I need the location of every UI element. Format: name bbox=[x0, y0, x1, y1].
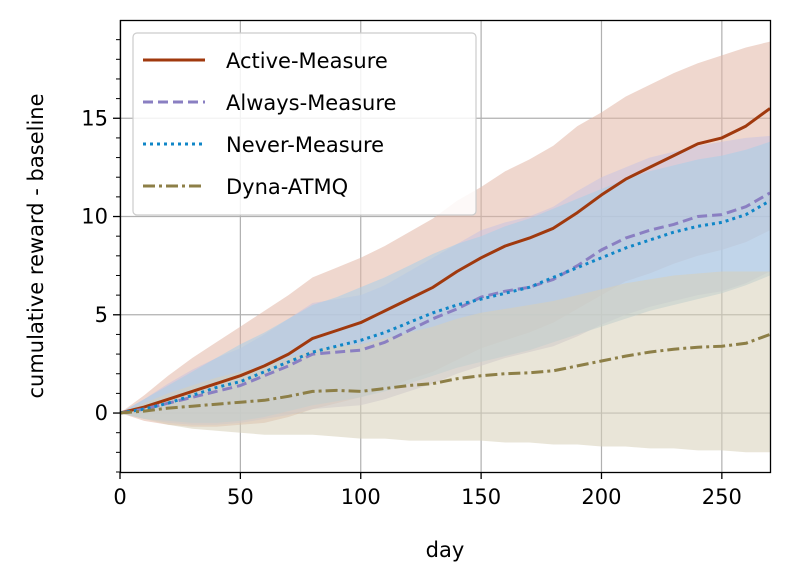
series-lines bbox=[119, 107, 771, 415]
legend-label-active-measure: Active-Measure bbox=[226, 49, 388, 73]
x-tick-label-200: 200 bbox=[581, 485, 621, 509]
legend-label-dyna-atmq: Dyna-ATMQ bbox=[226, 175, 348, 199]
y-tick-label-5: 5 bbox=[95, 303, 108, 327]
x-axis-ticks: 0 50 100 150 200 250 bbox=[113, 472, 742, 509]
y-tick-label-15: 15 bbox=[81, 106, 108, 130]
x-tick-label-250: 250 bbox=[702, 485, 742, 509]
x-tick-label-50: 50 bbox=[227, 485, 254, 509]
legend-box bbox=[132, 32, 477, 216]
legend-label-always-measure: Always-Measure bbox=[226, 91, 396, 115]
line-never-measure bbox=[119, 199, 771, 415]
y-tick-label-0: 0 bbox=[95, 401, 108, 425]
band-dyna-atmq bbox=[120, 271, 770, 453]
confidence-bands bbox=[120, 41, 770, 453]
line-active-measure bbox=[119, 107, 771, 415]
x-axis-label: day bbox=[426, 538, 465, 562]
x-tick-label-100: 100 bbox=[341, 485, 381, 509]
y-tick-label-10: 10 bbox=[81, 205, 108, 229]
legend: Active-Measure Always-Measure Never-Measur… bbox=[132, 32, 477, 216]
plot-frame bbox=[119, 19, 772, 474]
y-axis-ticks: 0 5 10 15 bbox=[81, 39, 120, 473]
band-never-measure bbox=[120, 141, 770, 423]
line-always-measure bbox=[119, 191, 771, 415]
y-axis-label: cumulative reward - baseline bbox=[24, 93, 48, 398]
legend-label-never-measure: Never-Measure bbox=[226, 133, 384, 157]
line-dyna-atmq bbox=[119, 332, 771, 415]
x-tick-label-0: 0 bbox=[113, 485, 126, 509]
x-tick-label-150: 150 bbox=[461, 485, 501, 509]
